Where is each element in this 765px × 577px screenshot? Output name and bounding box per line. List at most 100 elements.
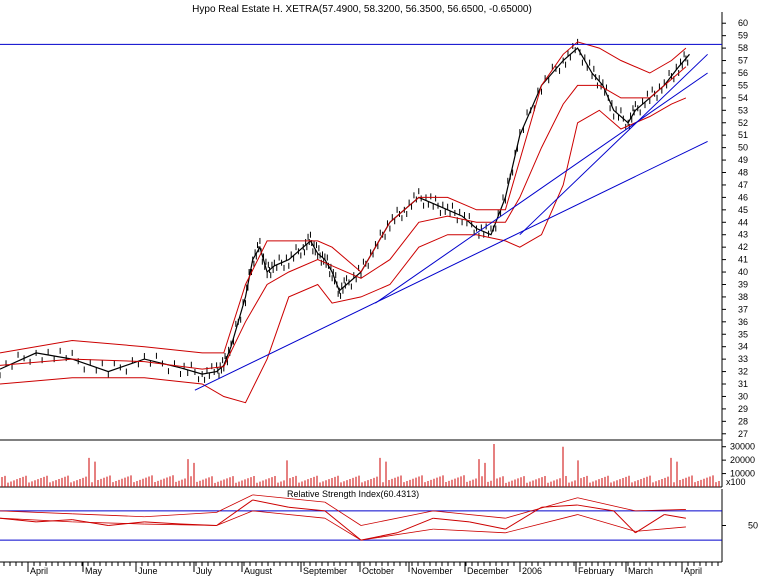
volume-panel: 10000 20000 30000 x100 (0, 439, 755, 488)
price-tick-label: 45 (738, 205, 748, 215)
rsi-band-upper (635, 509, 686, 512)
x-month-label: October (362, 566, 394, 576)
x-month-label: June (138, 566, 158, 576)
price-tick-label: 40 (738, 267, 748, 277)
price-tick-label: 59 (738, 31, 748, 41)
rsi-line-segment (216, 499, 253, 526)
rsi-line-segment (252, 499, 289, 508)
rsi-band-upper (577, 497, 636, 512)
price-tick-label: 51 (738, 130, 748, 140)
price-tick-label: 29 (738, 404, 748, 414)
x-month-label: April (30, 566, 48, 576)
price-tick-label: 39 (738, 279, 748, 289)
volume-tick-label: 30000 (730, 442, 755, 452)
price-tick-label: 34 (738, 342, 748, 352)
bollinger-band-line (0, 66, 687, 370)
volume-scale-label: x100 (726, 477, 746, 487)
rsi-line-segment (288, 506, 325, 512)
price-tick-label: 37 (738, 304, 748, 314)
x-month-label: 2006 (522, 566, 542, 576)
x-month-label: December (467, 566, 509, 576)
rsi-line-segment (144, 521, 181, 525)
rsi-band-upper (72, 513, 145, 518)
price-tick-label: 41 (738, 255, 748, 265)
rsi-line-segment (469, 521, 506, 530)
price-tick-label: 50 (738, 143, 748, 153)
rsi-band-lower (360, 528, 434, 541)
price-tick-label: 49 (738, 155, 748, 165)
price-tick-label: 44 (738, 217, 748, 227)
price-tick-label: 54 (738, 93, 748, 103)
price-tick-label: 53 (738, 105, 748, 115)
rsi-line-segment (635, 514, 665, 534)
price-tick-label: 56 (738, 68, 748, 78)
rsi-label: Relative Strength Index(60.4313) (287, 489, 419, 499)
rsi-band-lower (577, 514, 636, 532)
price-panel: 27 28 29 30 31 32 33 34 35 36 37 38 39 40 41 42 43 44 45 46… (0, 12, 748, 440)
trend-line (519, 53, 708, 236)
chart-title: Hypo Real Estate H. XETRA(57.4900, 58.32… (192, 4, 532, 15)
bollinger-band-line (0, 41, 687, 354)
rsi-band-upper (216, 494, 253, 513)
price-tick-label: 33 (738, 354, 748, 364)
bollinger-band-line (0, 97, 687, 404)
rsi-band-lower (324, 517, 362, 541)
volume-tick-label: 20000 (730, 455, 755, 465)
rsi-band-lower (505, 514, 578, 534)
rsi-band-lower (635, 526, 686, 532)
rsi-band-upper (324, 501, 362, 526)
price-tick-label: 46 (738, 192, 748, 202)
x-month-label: September (303, 566, 347, 576)
rsi-band-upper (0, 510, 73, 515)
rsi-line-segment (577, 504, 614, 512)
price-tick-label: 48 (738, 168, 748, 178)
rsi-band-lower (144, 523, 217, 526)
x-month-label: February (578, 566, 615, 576)
price-tick-label: 38 (738, 292, 748, 302)
price-tick-label: 60 (738, 18, 748, 28)
price-tick-label: 32 (738, 367, 748, 377)
rsi-line-segment (396, 517, 434, 534)
rsi-band-upper (144, 511, 217, 518)
x-month-label: November (411, 566, 453, 576)
price-tick-label: 28 (738, 416, 748, 426)
rsi-band-lower (0, 517, 73, 523)
price-tick-label: 52 (738, 118, 748, 128)
price-tick-label: 35 (738, 329, 748, 339)
rsi-band-lower (72, 521, 145, 525)
x-month-label: July (196, 566, 213, 576)
price-tick-label: 30 (738, 391, 748, 401)
price-tick-label: 58 (738, 43, 748, 53)
x-month-label: April (684, 566, 702, 576)
rsi-line-segment (664, 514, 686, 519)
price-tick-label: 43 (738, 230, 748, 240)
price-tick-label: 42 (738, 242, 748, 252)
x-axis: April May June July August September October No… (0, 561, 722, 576)
rsi-line-segment (324, 510, 362, 541)
price-tick-label: 36 (738, 317, 748, 327)
x-month-label: March (628, 566, 653, 576)
price-tick-label: 47 (738, 180, 748, 190)
price-tick-label: 31 (738, 379, 748, 389)
rsi-tick-label: 50 (748, 521, 758, 531)
rsi-line-segment (613, 510, 636, 534)
volume-tick-label: 10000 (730, 469, 755, 479)
x-month-label: May (85, 566, 103, 576)
trend-line (375, 72, 708, 304)
trend-line (194, 140, 708, 391)
price-tick-label: 27 (738, 429, 748, 439)
rsi-band-lower (216, 510, 253, 526)
rsi-band-upper (252, 494, 325, 503)
rsi-line-segment (541, 504, 578, 508)
x-month-label: August (244, 566, 273, 576)
price-tick-label: 57 (738, 56, 748, 66)
rsi-band-upper (360, 510, 434, 526)
rsi-line-segment (433, 517, 470, 523)
rsi-line-segment (505, 506, 542, 530)
rsi-band-upper (505, 497, 578, 519)
rsi-band-lower (252, 510, 325, 519)
price-tick-label: 55 (738, 80, 748, 90)
rsi-band-upper (433, 510, 506, 519)
rsi-band-lower (433, 528, 506, 534)
